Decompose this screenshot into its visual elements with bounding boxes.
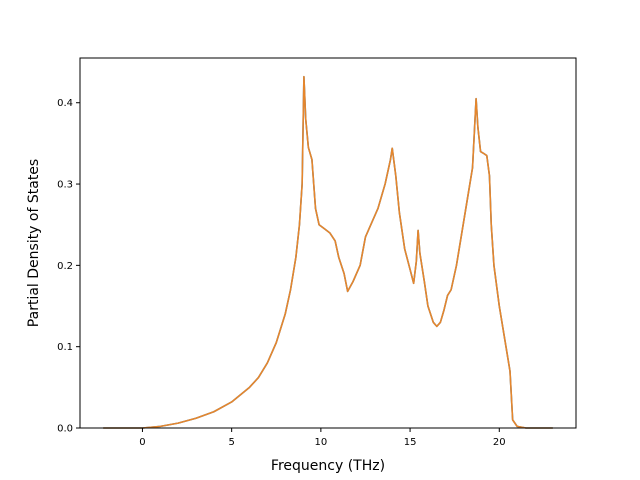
series-layer — [103, 75, 553, 429]
x-tick-label: 15 — [404, 437, 417, 448]
x-tick-label: 20 — [493, 437, 506, 448]
ticks-layer: 0 5 10 15 20 0.0 0.1 0.2 0.3 0.4 — [57, 98, 506, 448]
y-tick-label: 0.4 — [57, 98, 73, 109]
y-axis-label: Partial Density of States — [26, 159, 42, 327]
x-tick-label: 10 — [314, 437, 327, 448]
y-tick-label: 0.3 — [57, 180, 73, 191]
plot-frame — [79, 57, 577, 429]
pdos-series-line — [103, 75, 553, 429]
y-tick-label: 0.1 — [57, 342, 73, 353]
y-tick-label: 0.0 — [57, 424, 73, 435]
x-tick-label: 0 — [139, 437, 145, 448]
x-tick-label: 5 — [228, 437, 234, 448]
x-axis-label: Frequency (THz) — [271, 458, 385, 474]
y-tick-label: 0.2 — [57, 261, 73, 272]
